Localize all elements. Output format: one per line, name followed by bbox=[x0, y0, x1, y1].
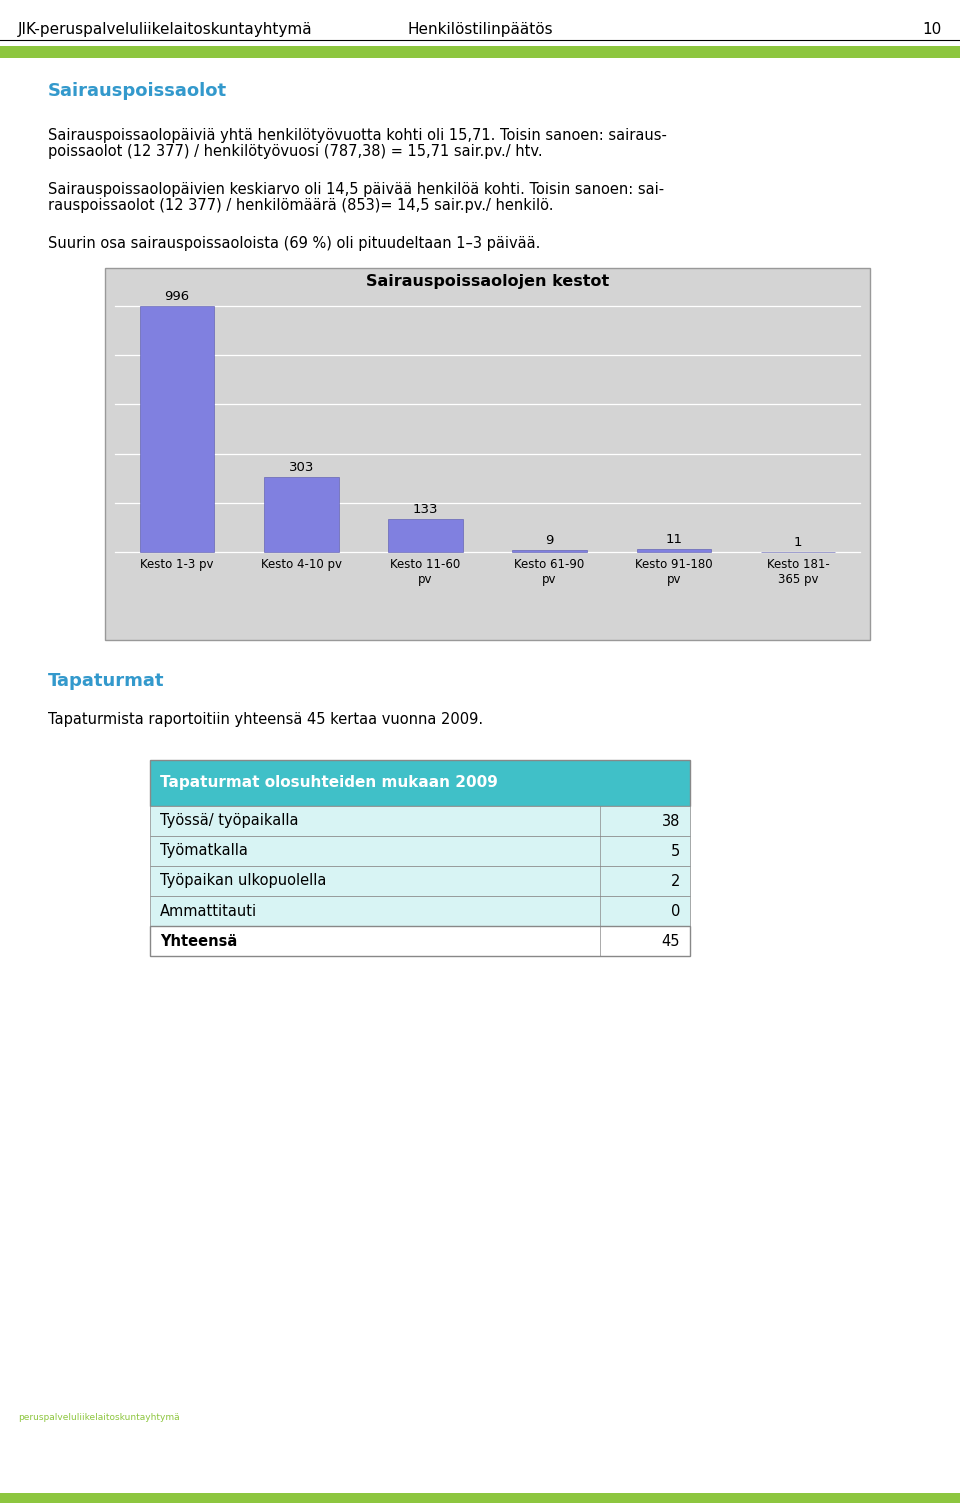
Bar bbox=[636, 549, 711, 552]
Text: poissaolot (12 377) / henkilötyövuosi (787,38) = 15,71 sair.pv./ htv.: poissaolot (12 377) / henkilötyövuosi (7… bbox=[48, 144, 542, 159]
Text: Tapaturmista raportoitiin yhteensä 45 kertaa vuonna 2009.: Tapaturmista raportoitiin yhteensä 45 ke… bbox=[48, 712, 483, 727]
Bar bbox=[150, 836, 690, 866]
Text: 0: 0 bbox=[671, 903, 680, 918]
Text: Kesto 4-10 pv: Kesto 4-10 pv bbox=[261, 558, 342, 571]
Bar bbox=[0, 1492, 960, 1503]
Text: Yhteensä: Yhteensä bbox=[160, 933, 237, 948]
Text: Henkilöstilinpäätös: Henkilöstilinpäätös bbox=[407, 23, 553, 38]
Bar bbox=[150, 896, 690, 926]
Text: rauspoissaolot (12 377) / henkilömäärä (853)= 14,5 sair.pv./ henkilö.: rauspoissaolot (12 377) / henkilömäärä (… bbox=[48, 198, 554, 213]
Text: Sairauspoissaolopäivien keskiarvo oli 14,5 päivää henkilöä kohti. Toisin sanoen:: Sairauspoissaolopäivien keskiarvo oli 14… bbox=[48, 182, 664, 197]
Text: 303: 303 bbox=[289, 461, 314, 473]
Text: Kesto 91-180
pv: Kesto 91-180 pv bbox=[635, 558, 712, 586]
Bar bbox=[105, 268, 870, 640]
Text: 45: 45 bbox=[661, 933, 680, 948]
Text: peruspalveluliikelaitoskuntayhtymä: peruspalveluliikelaitoskuntayhtymä bbox=[18, 1413, 180, 1422]
Text: Kesto 61-90
pv: Kesto 61-90 pv bbox=[515, 558, 585, 586]
Bar bbox=[150, 926, 690, 956]
Bar bbox=[388, 519, 463, 552]
Text: Sairauspoissaolojen kestot: Sairauspoissaolojen kestot bbox=[366, 274, 610, 289]
Text: 996: 996 bbox=[164, 290, 190, 304]
Bar bbox=[0, 47, 960, 59]
Bar bbox=[264, 476, 339, 552]
Bar bbox=[140, 307, 214, 552]
Bar bbox=[513, 550, 587, 552]
Text: 38: 38 bbox=[661, 813, 680, 828]
Text: Kesto 1-3 pv: Kesto 1-3 pv bbox=[140, 558, 214, 571]
Text: Kesto 11-60
pv: Kesto 11-60 pv bbox=[391, 558, 461, 586]
Text: Ammattitauti: Ammattitauti bbox=[160, 903, 257, 918]
Text: Sairauspoissaolot: Sairauspoissaolot bbox=[48, 83, 228, 101]
Text: Tapaturmat: Tapaturmat bbox=[48, 672, 164, 690]
Text: 2: 2 bbox=[671, 873, 680, 888]
Text: Tapaturmat olosuhteiden mukaan 2009: Tapaturmat olosuhteiden mukaan 2009 bbox=[160, 776, 498, 791]
Text: 5: 5 bbox=[671, 843, 680, 858]
Text: Kesto 181-
365 pv: Kesto 181- 365 pv bbox=[766, 558, 829, 586]
Text: 9: 9 bbox=[545, 534, 554, 547]
Text: 10: 10 bbox=[923, 23, 942, 38]
Text: Sairauspoissaolopäiviä yhtä henkilötyövuotta kohti oli 15,71. Toisin sanoen: sai: Sairauspoissaolopäiviä yhtä henkilötyövu… bbox=[48, 128, 667, 143]
Text: 11: 11 bbox=[665, 534, 683, 546]
Bar bbox=[150, 806, 690, 836]
Text: Työmatkalla: Työmatkalla bbox=[160, 843, 248, 858]
Text: Suurin osa sairauspoissaoloista (69 %) oli pituudeltaan 1–3 päivää.: Suurin osa sairauspoissaoloista (69 %) o… bbox=[48, 236, 540, 251]
Text: 133: 133 bbox=[413, 504, 438, 516]
Bar bbox=[150, 866, 690, 896]
Text: JIK-peruspalveluliikelaitoskuntayhtymä: JIK-peruspalveluliikelaitoskuntayhtymä bbox=[18, 23, 313, 38]
Text: Työssä/ työpaikalla: Työssä/ työpaikalla bbox=[160, 813, 299, 828]
Text: 1: 1 bbox=[794, 535, 803, 549]
Bar bbox=[150, 761, 690, 806]
Text: Työpaikan ulkopuolella: Työpaikan ulkopuolella bbox=[160, 873, 326, 888]
